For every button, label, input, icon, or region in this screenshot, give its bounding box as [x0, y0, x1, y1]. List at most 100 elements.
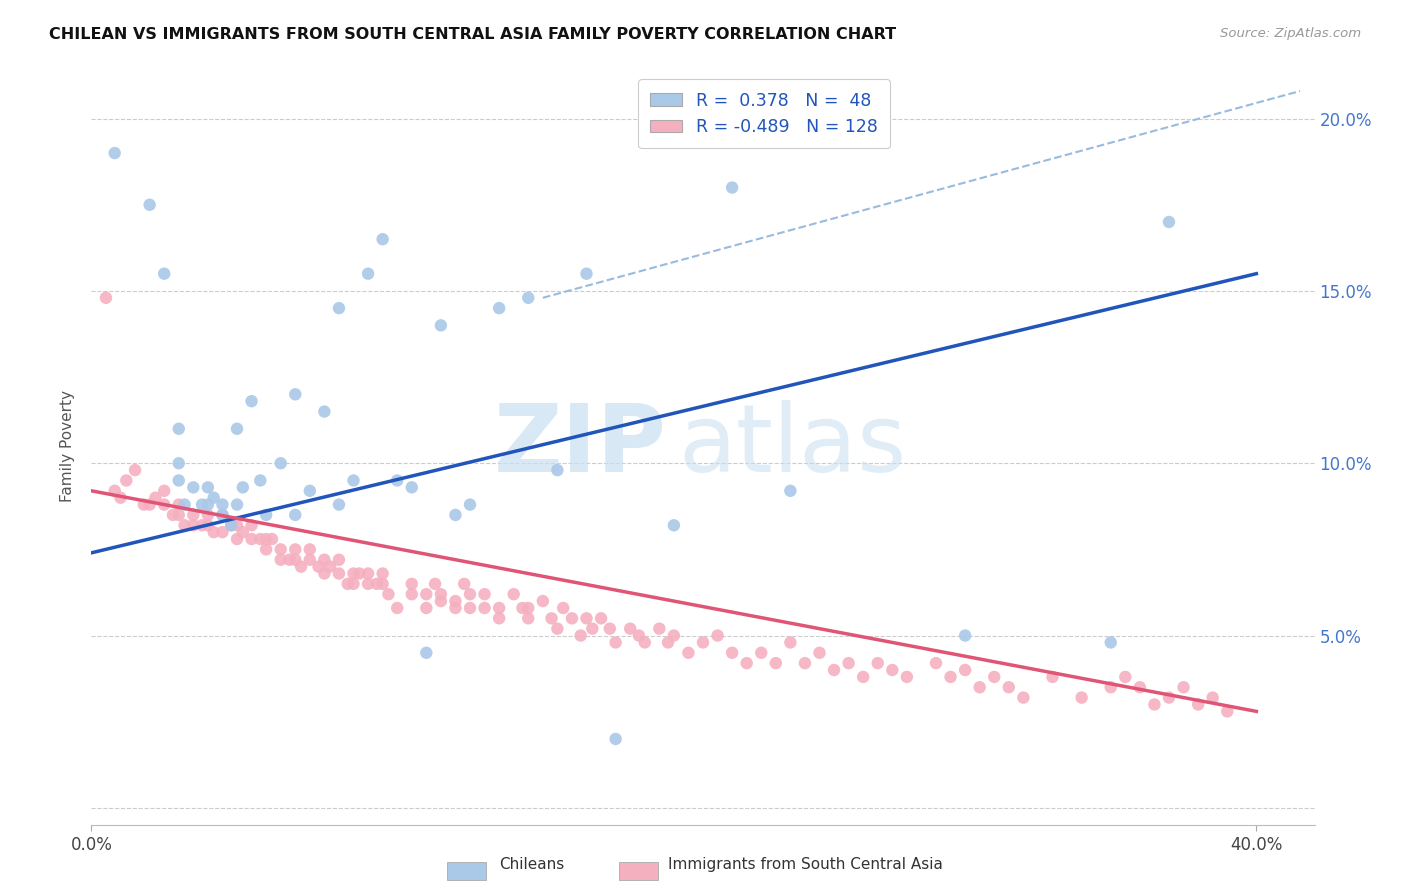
- Point: [314, 566, 336, 581]
- Point: [823, 663, 845, 677]
- Point: [183, 480, 205, 494]
- Point: [298, 552, 321, 567]
- Point: [319, 559, 342, 574]
- Point: [298, 542, 321, 557]
- Point: [706, 628, 728, 642]
- Point: [226, 532, 249, 546]
- Point: [284, 542, 307, 557]
- Point: [1129, 680, 1152, 694]
- Point: [1099, 680, 1122, 694]
- Point: [145, 491, 167, 505]
- Point: [377, 587, 399, 601]
- Point: [240, 532, 263, 546]
- Point: [634, 635, 657, 649]
- Point: [254, 532, 277, 546]
- Point: [167, 456, 190, 470]
- Point: [415, 587, 437, 601]
- Point: [298, 483, 321, 498]
- Point: [284, 552, 307, 567]
- Point: [401, 480, 423, 494]
- Point: [104, 146, 127, 161]
- Point: [474, 601, 496, 615]
- Point: [474, 587, 496, 601]
- Point: [458, 498, 481, 512]
- Point: [349, 566, 371, 581]
- Point: [308, 559, 330, 574]
- Point: [540, 611, 562, 625]
- Point: [284, 387, 307, 401]
- Point: [202, 491, 225, 505]
- Point: [226, 518, 249, 533]
- Point: [290, 559, 312, 574]
- Point: [488, 301, 510, 315]
- Point: [260, 532, 283, 546]
- Point: [270, 542, 292, 557]
- Point: [270, 456, 292, 470]
- Point: [357, 566, 380, 581]
- Point: [314, 404, 336, 418]
- Point: [211, 525, 233, 540]
- Point: [138, 498, 160, 512]
- Point: [692, 635, 714, 649]
- Point: [415, 601, 437, 615]
- Point: [328, 498, 350, 512]
- Point: [371, 232, 394, 246]
- Point: [1114, 670, 1136, 684]
- Point: [1216, 705, 1239, 719]
- Point: [219, 518, 242, 533]
- Point: [124, 463, 146, 477]
- Point: [453, 577, 475, 591]
- Point: [569, 628, 592, 642]
- Point: [953, 663, 976, 677]
- Point: [1157, 215, 1180, 229]
- Point: [735, 656, 758, 670]
- Point: [896, 670, 918, 684]
- Point: [197, 498, 219, 512]
- Point: [1099, 635, 1122, 649]
- Point: [430, 587, 453, 601]
- Point: [531, 594, 554, 608]
- Point: [866, 656, 889, 670]
- Point: [1012, 690, 1035, 705]
- Point: [366, 577, 388, 591]
- Point: [284, 508, 307, 522]
- Point: [444, 601, 467, 615]
- Point: [153, 267, 176, 281]
- Point: [167, 498, 190, 512]
- Point: [342, 566, 364, 581]
- Y-axis label: Family Poverty: Family Poverty: [60, 390, 76, 502]
- Point: [627, 628, 650, 642]
- Point: [423, 577, 446, 591]
- Point: [219, 518, 242, 533]
- Point: [488, 601, 510, 615]
- Point: [983, 670, 1005, 684]
- Point: [138, 198, 160, 212]
- Point: [838, 656, 860, 670]
- Point: [657, 635, 679, 649]
- Point: [553, 601, 575, 615]
- Point: [153, 498, 176, 512]
- Point: [254, 542, 277, 557]
- Point: [1173, 680, 1195, 694]
- Point: [342, 474, 364, 488]
- Point: [183, 518, 205, 533]
- Point: [183, 508, 205, 522]
- Point: [1202, 690, 1225, 705]
- Point: [502, 587, 524, 601]
- Point: [794, 656, 817, 670]
- Point: [357, 267, 380, 281]
- Point: [211, 508, 233, 522]
- Text: Source: ZipAtlas.com: Source: ZipAtlas.com: [1220, 27, 1361, 40]
- Point: [517, 291, 540, 305]
- Legend: R =  0.378   N =  48, R = -0.489   N = 128: R = 0.378 N = 48, R = -0.489 N = 128: [638, 79, 890, 148]
- Point: [240, 518, 263, 533]
- Point: [561, 611, 583, 625]
- Point: [546, 463, 568, 477]
- Point: [94, 291, 117, 305]
- Point: [270, 552, 292, 567]
- Point: [401, 577, 423, 591]
- Point: [591, 611, 613, 625]
- Point: [1187, 698, 1209, 712]
- Point: [173, 518, 195, 533]
- Point: [357, 577, 380, 591]
